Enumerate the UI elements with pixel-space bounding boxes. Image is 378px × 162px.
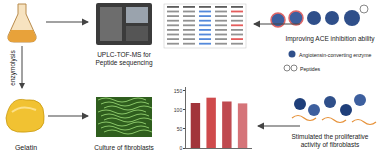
svg-text:Improving ACE inhibition abili: Improving ACE inhibition ability bbox=[285, 35, 375, 43]
svg-text:100: 100 bbox=[174, 107, 183, 113]
svg-text:Peptide sequencing: Peptide sequencing bbox=[95, 59, 152, 67]
svg-text:Angiotensin-converting enzyme: Angiotensin-converting enzyme bbox=[299, 52, 371, 58]
svg-text:50: 50 bbox=[177, 126, 183, 132]
svg-text:Culture of fibroblasts: Culture of fibroblasts bbox=[94, 144, 154, 151]
svg-text:enzymolysis: enzymolysis bbox=[9, 50, 17, 86]
svg-text:UPLC-TOF-MS for: UPLC-TOF-MS for bbox=[97, 51, 152, 58]
svg-text:activity of fibroblasts: activity of fibroblasts bbox=[301, 141, 360, 149]
svg-text:Stimulated the proliferative: Stimulated the proliferative bbox=[292, 133, 369, 141]
svg-text:150: 150 bbox=[174, 88, 183, 94]
svg-text:Peptides: Peptides bbox=[300, 66, 321, 72]
svg-text:0: 0 bbox=[179, 145, 182, 151]
svg-text:Gelatin: Gelatin bbox=[15, 144, 37, 151]
